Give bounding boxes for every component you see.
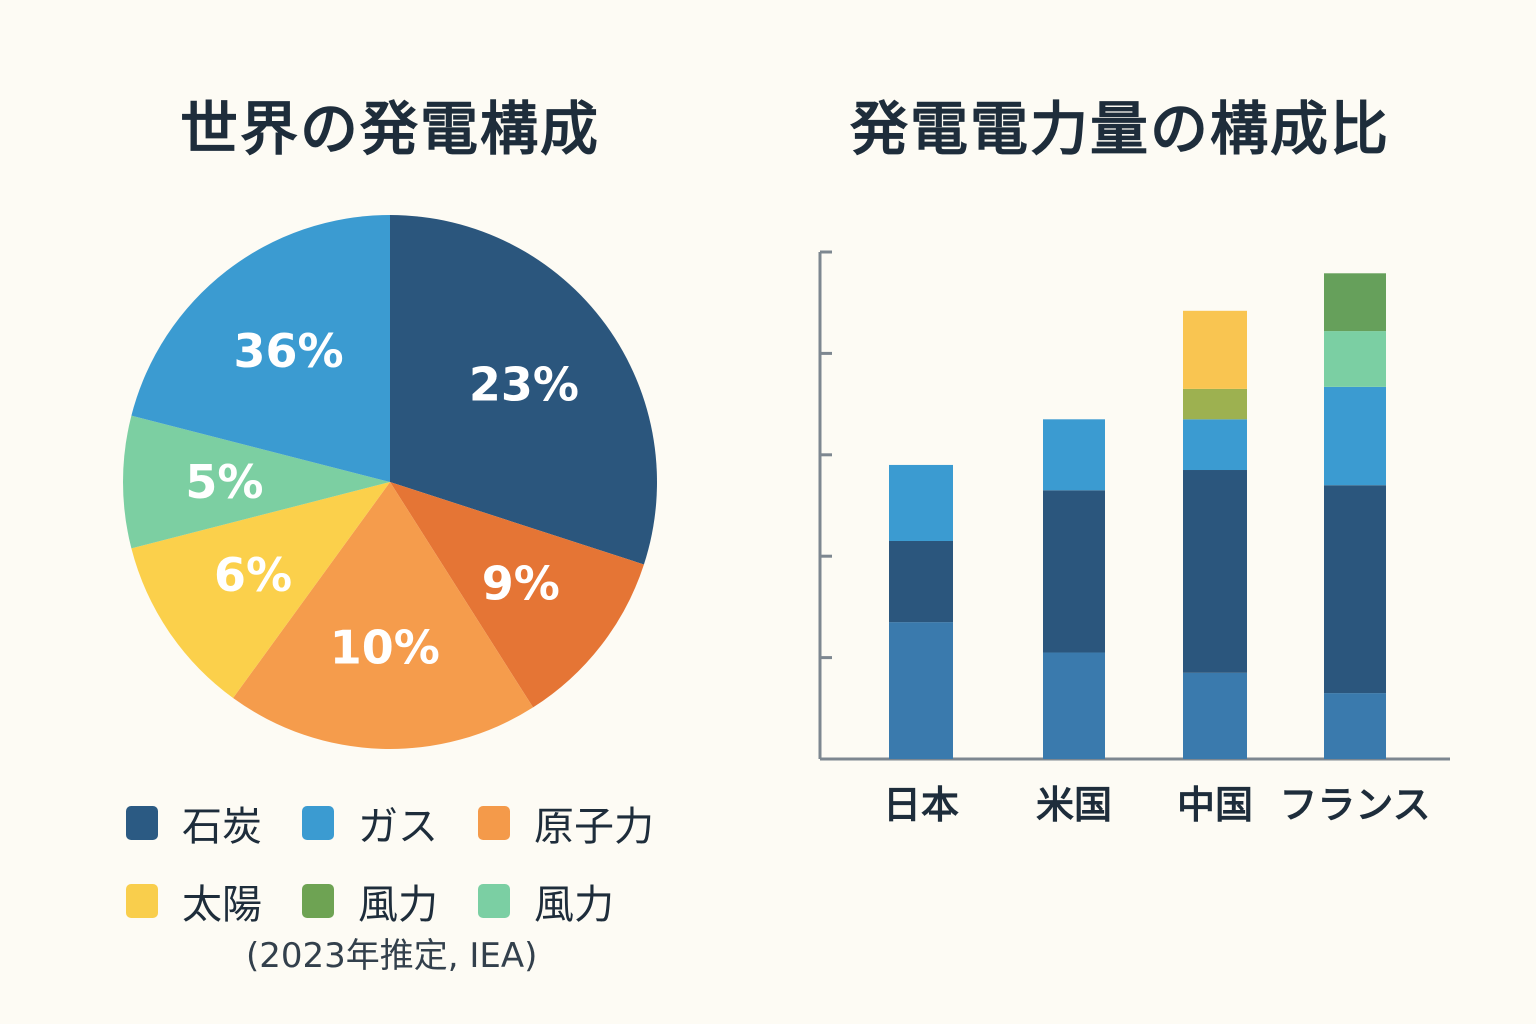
bar-segment-1-1 [1043,490,1105,653]
stacked-bar-chart: 日本 米国 中国 フランス [818,250,1450,827]
legend-row: 太陽 風力 風力 [126,876,686,928]
x-tick-label-2: 中国 [1177,783,1253,827]
legend-swatch-nuclear [478,806,510,840]
pie-slice-label-2: 10% [330,620,440,674]
pie-slice-label-3: 6% [214,548,292,602]
legend-swatch-wind [302,884,334,918]
pie-slice-3 [131,482,390,699]
bar-segment-2-1 [1183,470,1247,673]
bar-segment-1-0 [1043,652,1105,759]
legend-item-coal: 石炭 [126,794,262,852]
pie-slice-label-0: 23% [469,358,579,412]
pie-slice-5 [131,215,390,482]
pie-chart: 23% 9% 10% 6% 5% 36% [122,215,657,749]
x-tick-label-3: フランス [1279,783,1430,827]
pie-legend: 石炭 ガス 原子力 太陽 風力 風力 [126,798,686,954]
bar-chart-title: 発電電力量の構成比 [849,95,1390,163]
legend-item-gas: ガス [302,794,438,852]
bar-segment-3-0 [1324,693,1386,759]
legend-item-solar: 太陽 [126,872,262,930]
bar-segment-3-6 [1324,273,1386,332]
bar-segment-2-2 [1183,419,1247,471]
legend-label-solar: 太陽 [182,882,262,928]
pie-slice-2 [233,482,534,749]
pie-slice-1 [390,482,644,708]
pie-slice-4 [122,415,390,549]
pie-chart-title: 世界の発電構成 [179,95,600,163]
source-note: (2023年推定, IEA) [246,936,538,976]
legend-swatch-wind-2 [478,884,510,918]
legend-label-nuclear: 原子力 [534,804,654,850]
bar-segment-2-3 [1183,388,1247,420]
legend-item-wind: 風力 [302,872,438,930]
bar-segment-3-1 [1324,485,1386,694]
x-tick-label-1: 米国 [1036,783,1112,827]
legend-item-wind-2: 風力 [478,872,614,930]
legend-item-nuclear: 原子力 [478,794,654,852]
bar-segment-0-1 [889,540,953,623]
bar-segment-2-0 [1183,672,1247,759]
legend-row: 石炭 ガス 原子力 [126,798,686,850]
legend-swatch-coal [126,806,158,840]
bar-segment-1-2 [1043,419,1105,491]
pie-slice-label-4: 5% [185,455,263,509]
pie-slice-label-5: 36% [233,324,343,378]
legend-label-wind-2: 風力 [534,882,614,928]
bar-segment-0-0 [889,622,953,759]
x-tick-label-0: 日本 [883,783,959,827]
legend-swatch-solar [126,884,158,918]
legend-label-coal: 石炭 [182,804,262,850]
bar-segment-0-2 [889,464,953,541]
pie-slice-label-1: 9% [482,556,560,610]
pie-slice-0 [390,215,657,565]
bar-segment-3-2 [1324,386,1386,486]
legend-label-wind: 風力 [358,882,438,928]
bar-segment-3-4 [1324,331,1386,387]
legend-label-gas: ガス [358,804,438,850]
legend-swatch-gas [302,806,334,840]
bar-segment-2-5 [1183,310,1247,389]
